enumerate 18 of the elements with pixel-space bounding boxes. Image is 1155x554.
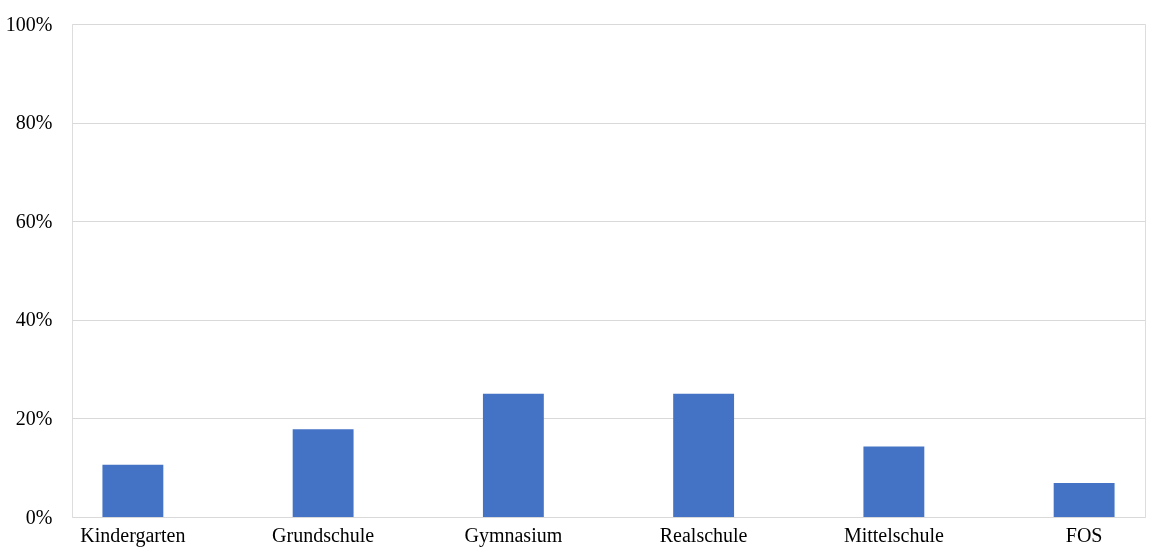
bar [1053, 482, 1115, 517]
y-tick-label: 60% [15, 209, 53, 232]
x-tick-label: Realschule [659, 523, 748, 546]
y-tick-label: 100% [5, 12, 53, 35]
bar [673, 393, 735, 517]
y-tick-label: 80% [15, 111, 53, 134]
bar [102, 464, 164, 517]
x-tick-label: Mittelschule [843, 523, 944, 546]
x-tick-label: Kindergarten [80, 523, 186, 547]
x-tick-label: Grundschule [272, 523, 375, 546]
x-tick-label: Gymnasium [464, 523, 563, 547]
bar [863, 446, 925, 517]
y-tick-label: 40% [15, 308, 53, 331]
y-tick-label: 20% [15, 406, 53, 429]
y-tick-label: 0% [25, 505, 53, 528]
bar [482, 393, 544, 517]
bar [292, 429, 354, 517]
x-tick-label: FOS [1065, 523, 1103, 546]
